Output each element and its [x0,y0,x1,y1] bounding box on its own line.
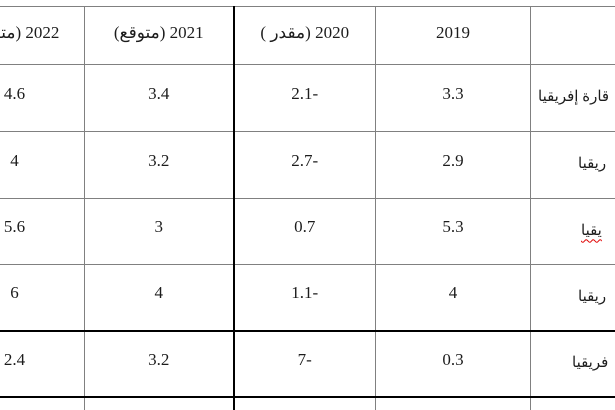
table-row: 4.6 3.4 -2.1 3.3 قارة إفريقيا [0,64,615,132]
region-cell: ريقيا [530,396,615,410]
table-cell: -1.5 [232,396,376,410]
table-cell: 3.4 [84,64,234,132]
region-label: ريقيا [578,155,607,172]
table-row: 2.4 3.2 -7 0.3 فريقيا [0,330,615,398]
table-cell: 4.6 [0,64,85,132]
table-cell: 4 [375,264,531,332]
region-cell: ريقيا [530,131,615,199]
table-cell: 0.7 [232,198,376,265]
region-label: ريقيا [578,288,607,305]
header-cell-2021: 2021 (متوقع) [84,6,234,65]
region-label-misspelled: يقيا [581,222,602,239]
table-cell: 5.3 [375,198,531,265]
table-row: 4 3.2 -2.7 2.9 ريقيا [0,131,615,199]
table-row: 3.9 2.8 -1.5 3.6 ريقيا [0,396,615,410]
table-cell: 5.6 [0,198,85,265]
growth-table: 2022 (متوقع) 2021 (متوقع) 2020 (مقدر ) 2… [0,6,615,410]
header-cell-2020: 2020 (مقدر ) [232,6,376,65]
header-cell-2019: 2019 [375,6,531,65]
table-cell: -1.1 [232,264,376,332]
region-label: فريقيا [572,354,609,371]
region-label: قارة إفريقيا [538,88,610,105]
table-cell: 6 [0,264,85,332]
table-cell: 3.9 [0,396,85,410]
table-row: 6 4 -1.1 4 ريقيا [0,264,615,332]
table-cell: 0.3 [375,330,531,398]
table-cell: 3 [84,198,234,265]
table-cell: 3.3 [375,64,531,132]
table-cell: 3.2 [84,330,234,398]
table-cell: 2.8 [84,396,234,410]
table-cell: 4 [84,264,234,332]
table-cell: -2.7 [232,131,376,199]
table-cell: 3.2 [84,131,234,199]
table-cell: -7 [232,330,376,398]
table-cell: 2.9 [375,131,531,199]
table-cell: 2.4 [0,330,85,398]
header-row: 2022 (متوقع) 2021 (متوقع) 2020 (مقدر ) 2… [0,6,615,65]
region-cell: قارة إفريقيا [530,64,615,132]
header-cell-region [530,6,615,65]
region-cell: ريقيا [530,264,615,332]
table-cell: -2.1 [232,64,376,132]
table-row: 5.6 3 0.7 5.3 يقيا [0,198,615,265]
region-cell: فريقيا [530,330,615,398]
header-cell-2022: 2022 (متوقع) [0,6,85,65]
table-cell: 3.6 [375,396,531,410]
table-cell: 4 [0,131,85,199]
region-cell: يقيا [530,198,615,265]
